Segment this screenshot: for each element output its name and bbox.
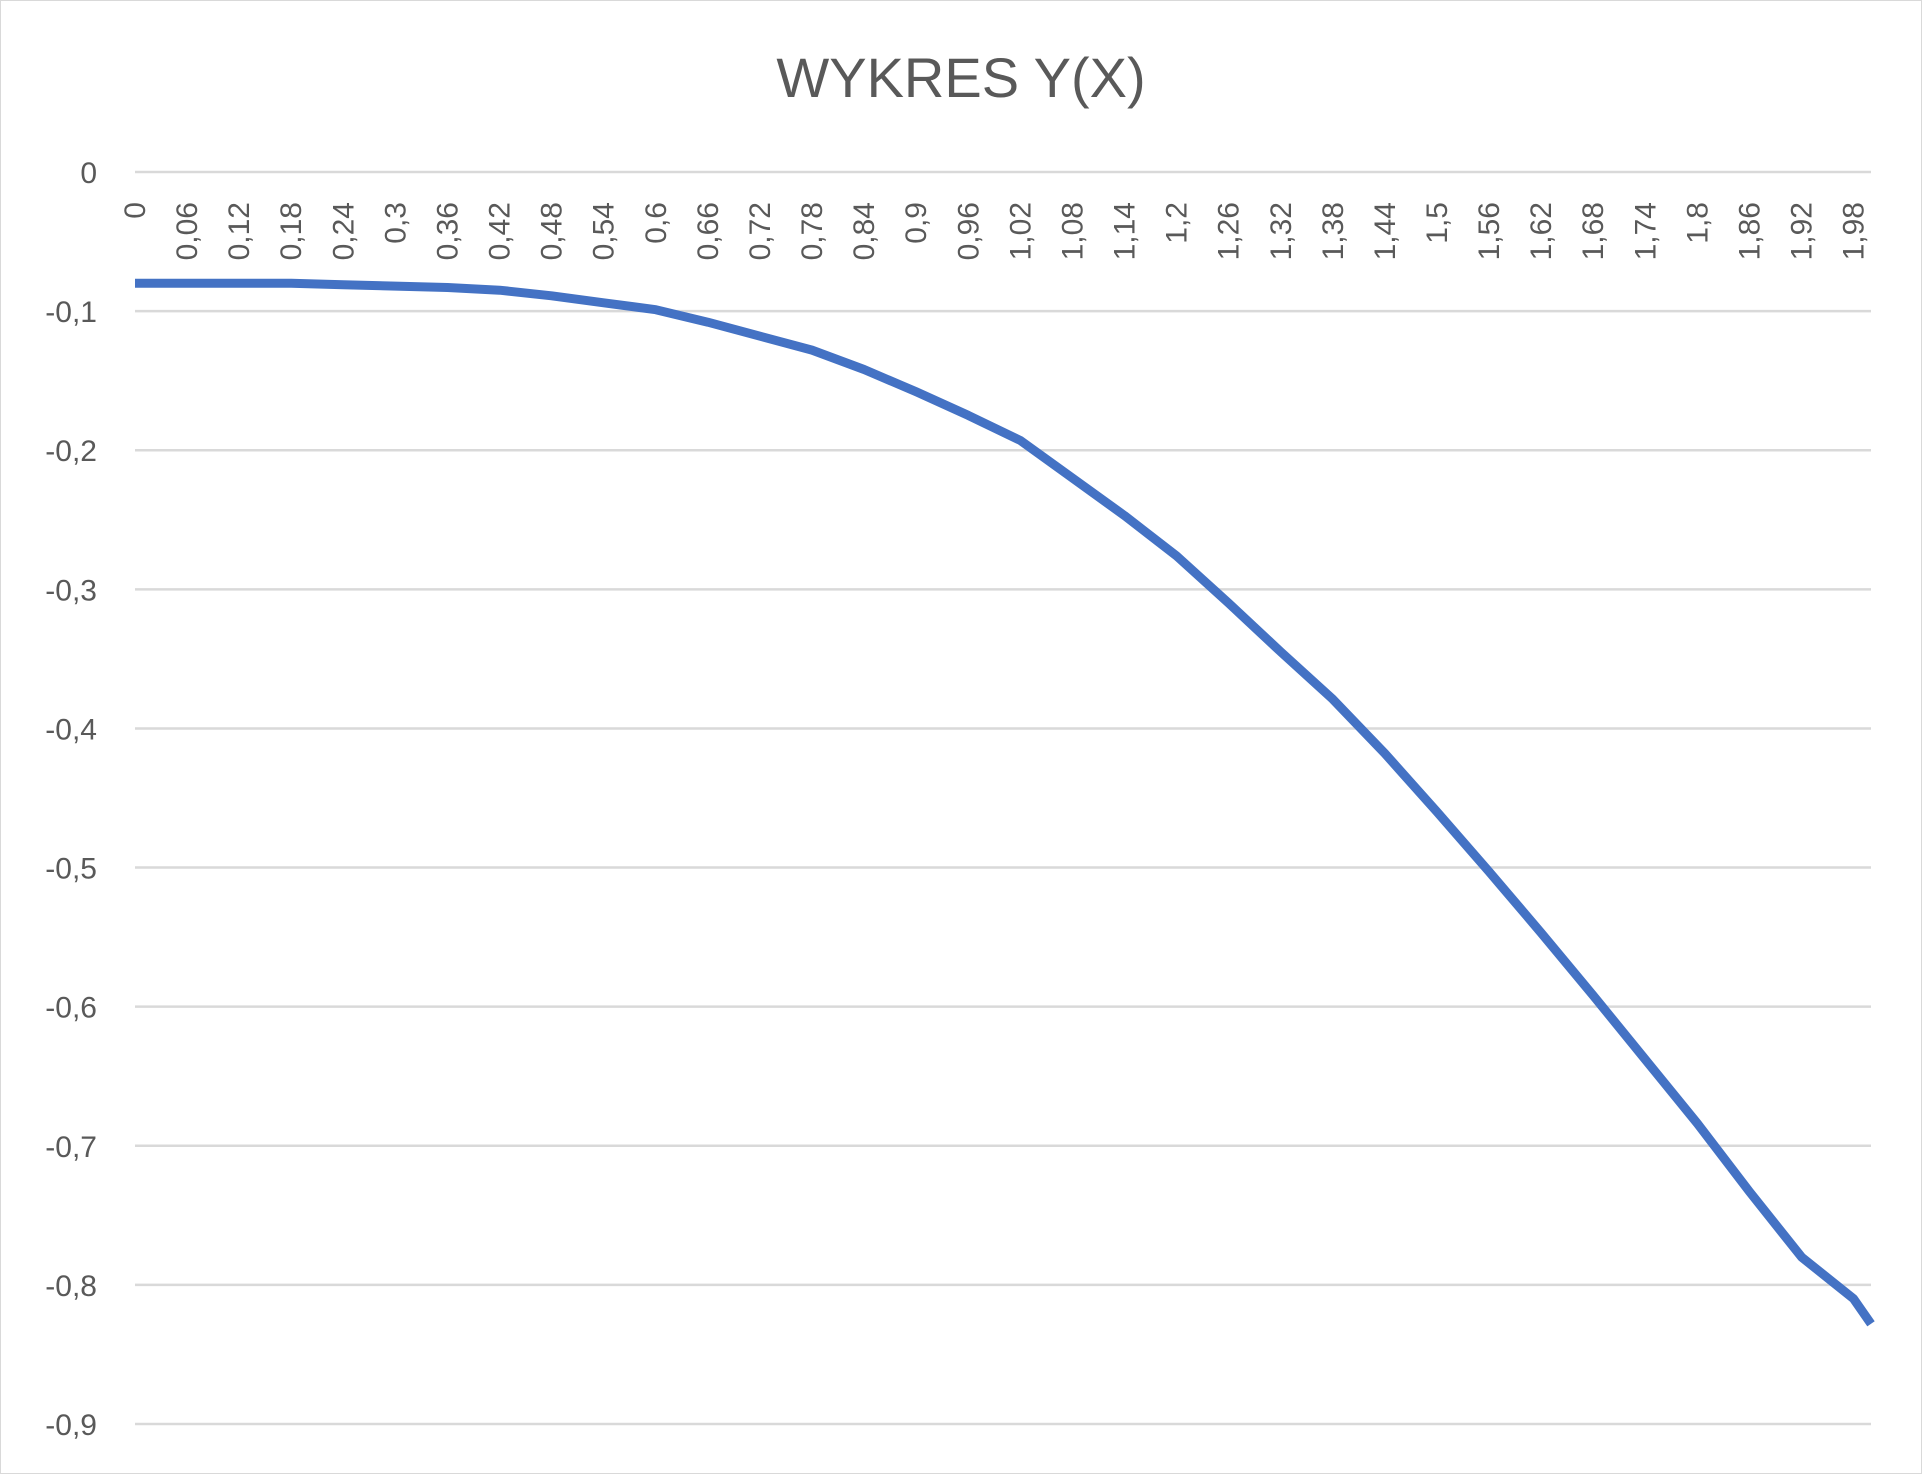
y-tick-label: -0,8 xyxy=(45,1270,97,1303)
x-tick-label: 0,84 xyxy=(848,202,881,260)
x-tick-label: 1,62 xyxy=(1525,202,1558,260)
y-tick-label: -0,9 xyxy=(45,1409,97,1442)
y-tick-label: -0,3 xyxy=(45,574,97,607)
x-tick-label: 0,12 xyxy=(223,202,256,260)
x-tick-label: 0,48 xyxy=(536,202,569,260)
x-tick-label: 1,02 xyxy=(1004,202,1037,260)
x-tick-label: 1,92 xyxy=(1786,202,1819,260)
x-tick-label: 0,54 xyxy=(588,202,621,260)
x-tick-label: 0 xyxy=(119,202,152,219)
x-tick-label: 1,08 xyxy=(1056,202,1089,260)
x-tick-label: 0,3 xyxy=(379,202,412,244)
x-tick-label: 1,26 xyxy=(1213,202,1246,260)
x-tick-label: 1,68 xyxy=(1577,202,1610,260)
x-tick-label: 0,18 xyxy=(275,202,308,260)
x-axis-tick-labels: 0 0,06 0,12 0,18 0,24 0,3 0,36 0,42 0,48 0,54 0,6 0… xyxy=(119,202,1871,260)
chart-title: WYKRES Y(X) xyxy=(776,46,1145,109)
x-tick-label: 0,36 xyxy=(431,202,464,260)
x-tick-label: 0,6 xyxy=(640,202,673,244)
x-tick-label: 1,74 xyxy=(1629,202,1662,260)
y-tick-label: -0,4 xyxy=(45,713,97,746)
x-tick-label: 1,56 xyxy=(1473,202,1506,260)
x-tick-label: 0,42 xyxy=(484,202,517,260)
x-tick-label: 1,14 xyxy=(1109,202,1142,260)
series-line xyxy=(135,278,1875,1327)
y-tick-label: -0,1 xyxy=(45,296,97,329)
y-tick-label: -0,7 xyxy=(45,1131,97,1164)
x-tick-label: 0,66 xyxy=(692,202,725,260)
x-tick-label: 0,78 xyxy=(796,202,829,260)
x-tick-label: 0,72 xyxy=(744,202,777,260)
y-tick-label: -0,2 xyxy=(45,435,97,468)
y-tick-label: -0,5 xyxy=(45,853,97,886)
x-tick-label: 1,38 xyxy=(1317,202,1350,260)
x-tick-label: 1,5 xyxy=(1421,202,1454,244)
y-tick-label: 0 xyxy=(80,157,97,190)
x-tick-label: 1,32 xyxy=(1265,202,1298,260)
x-tick-label: 1,86 xyxy=(1733,202,1766,260)
x-tick-label: 1,8 xyxy=(1681,202,1714,244)
x-tick-label: 0,9 xyxy=(900,202,933,244)
x-tick-label: 1,44 xyxy=(1369,202,1402,260)
gridlines xyxy=(135,170,1871,1426)
y-tick-label: -0,6 xyxy=(45,992,97,1025)
x-tick-label: 1,2 xyxy=(1161,202,1194,244)
series-layer xyxy=(135,278,1875,1327)
x-tick-label: 1,98 xyxy=(1838,202,1871,260)
x-tick-label: 0,06 xyxy=(171,202,204,260)
x-tick-label: 0,24 xyxy=(327,202,360,260)
y-axis-tick-labels: 0 -0,1 -0,2 -0,3 -0,4 -0,5 -0,6 -0,7 -0,8 -0,9 xyxy=(45,157,97,1442)
x-tick-label: 0,96 xyxy=(952,202,985,260)
